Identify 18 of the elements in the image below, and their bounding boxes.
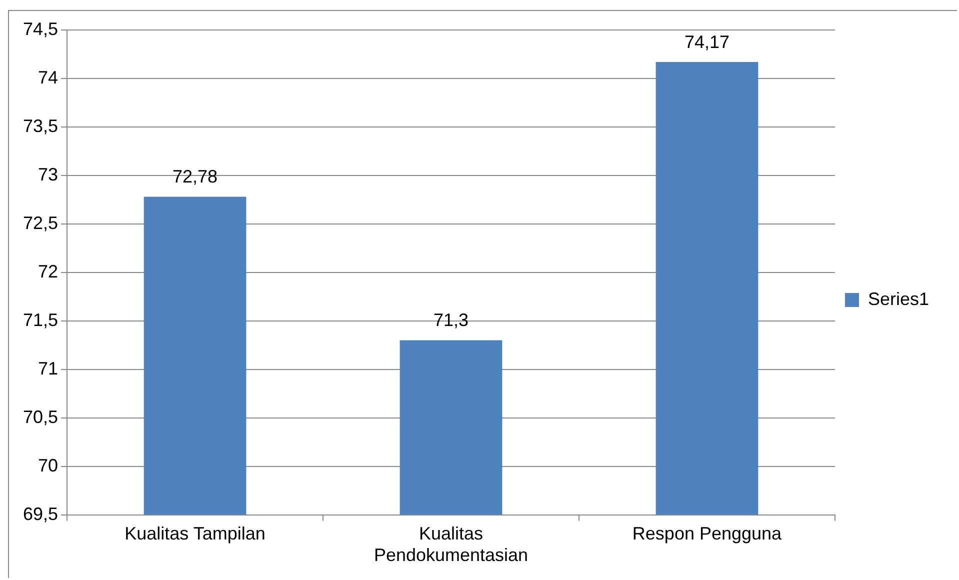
y-tick-label: 72,5 <box>22 212 58 233</box>
data-label: 72,78 <box>172 166 218 187</box>
y-tick-label: 72 <box>38 261 58 282</box>
x-tick-label: Respon Pengguna <box>632 524 783 544</box>
y-tick-label: 71 <box>38 358 58 378</box>
x-tick-label: Kualitas Pendokumentasian <box>374 524 528 566</box>
y-tick-label: 70 <box>38 455 58 476</box>
y-tick-label: 73,5 <box>22 116 58 136</box>
data-label: 71,3 <box>433 310 469 330</box>
y-tick-label: 70,5 <box>22 406 58 427</box>
y-tick-label: 74 <box>38 67 58 88</box>
y-tick-label: 74,5 <box>22 18 58 39</box>
x-tick-label: Kualitas Tampilan <box>124 524 266 544</box>
y-tick-label: 71,5 <box>22 310 58 330</box>
legend-label: Series1 <box>868 288 929 309</box>
data-label: 74,17 <box>684 32 730 52</box>
y-tick-label: 69,5 <box>22 504 58 524</box>
y-tick-label: 73 <box>38 164 58 184</box>
